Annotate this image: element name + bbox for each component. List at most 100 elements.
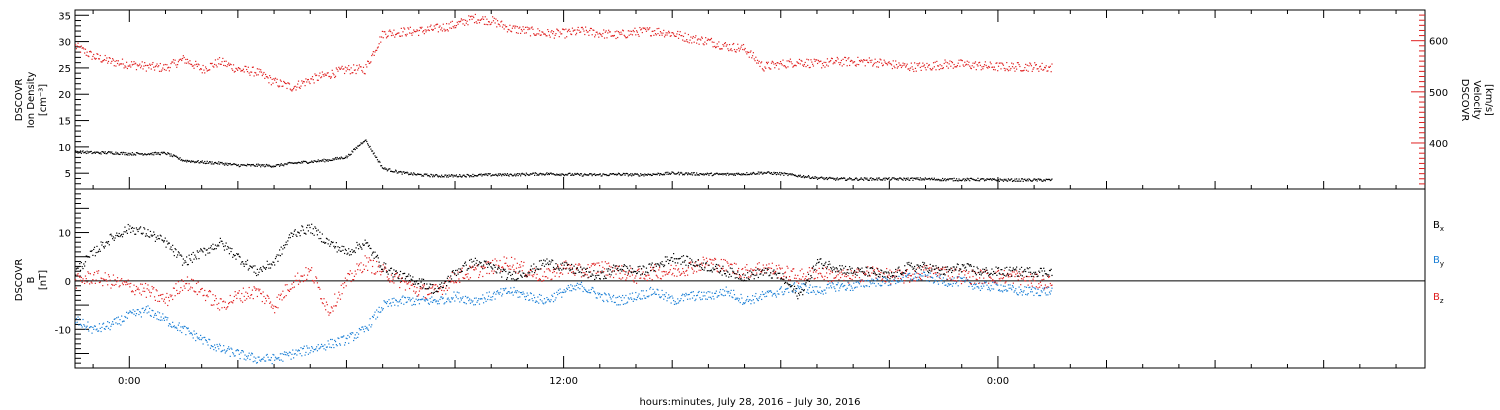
bz-point (606, 262, 608, 265)
density-point (1030, 180, 1033, 182)
density-point (630, 173, 632, 175)
by-point (568, 286, 570, 289)
by-point (296, 354, 298, 356)
bz-point (657, 277, 659, 279)
by-point (906, 274, 908, 276)
bz-point (459, 271, 462, 273)
velocity-point (696, 39, 699, 41)
density-point (764, 172, 766, 174)
velocity-point (492, 16, 494, 18)
by-point (251, 352, 253, 354)
by-point (603, 292, 606, 294)
density-point (1006, 180, 1009, 182)
velocity-point (678, 33, 680, 36)
by-point (386, 300, 388, 303)
velocity-point (100, 61, 102, 63)
by-point (535, 300, 537, 302)
density-point (845, 179, 847, 181)
density-ylabel-line2: Ion Density (26, 72, 37, 129)
by-point (362, 326, 364, 328)
bz-point (264, 302, 266, 305)
velocity-point (487, 21, 490, 23)
by-point (239, 357, 241, 360)
by-point (463, 301, 465, 304)
by-point (460, 299, 462, 301)
bz-point (274, 305, 277, 308)
by-point (337, 337, 339, 339)
by-point (826, 287, 828, 289)
density-point (253, 164, 255, 167)
velocity-point (673, 33, 675, 35)
density-point (649, 174, 651, 176)
velocity-point (315, 74, 317, 77)
by-point (951, 278, 953, 280)
velocity-point (233, 71, 235, 73)
by-point (104, 328, 106, 330)
bz-point (1026, 275, 1028, 278)
velocity-point (651, 30, 653, 33)
density-point (788, 173, 791, 175)
b-axis-label: DSCOVR B [nT] (14, 259, 49, 302)
by-point (514, 291, 516, 293)
velocity-point (272, 82, 274, 84)
by-point (389, 302, 391, 305)
by-point (896, 281, 898, 283)
velocity-point (495, 18, 497, 20)
by-point (376, 316, 379, 318)
density-point (591, 175, 593, 177)
by-point (673, 303, 676, 306)
density-point (747, 174, 749, 176)
velocity-point (707, 38, 709, 40)
velocity-point (538, 30, 541, 32)
density-point (933, 177, 935, 179)
velocity-point (454, 25, 456, 27)
velocity-point (204, 72, 206, 74)
velocity-point (281, 85, 283, 88)
by-point (186, 328, 189, 330)
velocity-point (592, 29, 594, 31)
density-point (955, 178, 958, 180)
density-point (231, 164, 233, 166)
density-point (770, 172, 773, 174)
velocity-point (386, 36, 388, 38)
density-point (1011, 180, 1014, 183)
bz-point (723, 258, 725, 261)
bz-point (518, 266, 520, 269)
by-point (765, 295, 768, 297)
velocity-point (416, 29, 418, 31)
velocity-point (958, 59, 960, 61)
velocity-point (522, 26, 524, 28)
density-point (105, 153, 107, 155)
density-point (867, 179, 869, 181)
by-point (454, 300, 456, 302)
by-point (515, 292, 518, 294)
density-point (582, 175, 584, 177)
density-point (447, 176, 449, 178)
bz-point (86, 281, 88, 283)
bz-point (158, 294, 160, 297)
legend-by: By (1433, 255, 1444, 268)
velocity-point (612, 35, 614, 37)
by-point (399, 298, 402, 301)
velocity-point (620, 31, 622, 33)
by-point (825, 292, 827, 294)
density-point (575, 173, 578, 175)
density-point (169, 155, 171, 157)
bz-point (543, 271, 546, 273)
density-point (477, 174, 479, 177)
by-point (807, 289, 809, 291)
bz-point (478, 276, 480, 279)
bz-point (1030, 273, 1032, 275)
bz-point (760, 270, 762, 273)
density-point (137, 152, 139, 154)
density-point (987, 178, 989, 180)
density-point (691, 172, 693, 174)
density-point (148, 153, 150, 155)
bz-point (441, 289, 443, 291)
by-point (442, 297, 444, 299)
density-point (385, 168, 387, 170)
density-point (510, 173, 512, 175)
bz-point (371, 265, 374, 268)
bz-point (318, 286, 320, 289)
bz-point (645, 275, 647, 277)
